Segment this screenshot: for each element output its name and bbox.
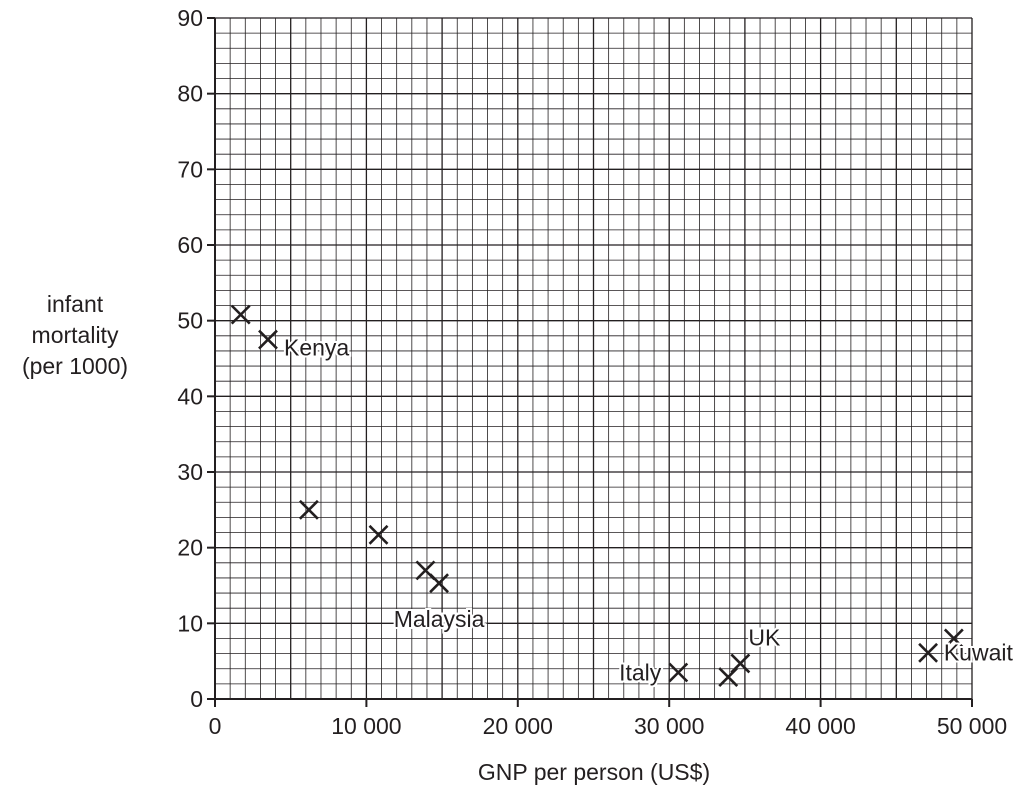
y-axis-label: infant mortality (per 1000) [22, 291, 128, 379]
data-point-marker [668, 662, 689, 683]
marker-stroke [415, 560, 436, 581]
data-point-marker [258, 329, 278, 350]
point-label: UK [748, 624, 781, 650]
marker-stroke [258, 329, 278, 350]
y-tick-label: 40 [177, 383, 203, 409]
y-tick-label: 20 [177, 535, 203, 561]
x-axis-label: GNP per person (US$) [478, 759, 710, 785]
axes [207, 17, 973, 707]
point-label: Kuwait [944, 639, 1014, 665]
x-tick-label: 30 000 [634, 713, 704, 739]
data-point-marker [918, 642, 939, 663]
y-tick-label: 50 [177, 308, 203, 334]
marker-stroke [943, 628, 964, 649]
point-label: Italy [619, 660, 662, 686]
y-tick-label: 70 [177, 156, 203, 182]
marker-stroke [429, 573, 449, 594]
data-point-marker [368, 524, 389, 545]
x-tick-label: 20 000 [483, 713, 553, 739]
marker-stroke [918, 642, 939, 663]
y-axis-label-line: mortality [32, 322, 119, 348]
data-point-marker [298, 499, 319, 520]
y-tick-label: 60 [177, 232, 203, 258]
y-tick-label: 10 [177, 610, 203, 636]
point-label: Malaysia [394, 606, 485, 632]
marker-stroke [730, 653, 751, 674]
y-tick-label: 90 [177, 5, 203, 31]
x-tick-label: 40 000 [785, 713, 855, 739]
y-axis-label-line: infant [47, 291, 104, 317]
x-tick-label: 10 000 [331, 713, 401, 739]
point-labels: Kenya Malaysia Italy UK Kuwait [282, 333, 1015, 688]
y-tick-label: 30 [177, 459, 203, 485]
data-point-marker [730, 653, 751, 674]
marker-stroke [668, 662, 689, 683]
data-point-marker [429, 573, 449, 594]
data-markers [230, 304, 964, 687]
major-grid [215, 17, 973, 699]
marker-stroke [368, 524, 389, 545]
data-point-marker [230, 304, 251, 325]
x-tick-labels: 0 10 000 20 000 30 000 40 000 50 000 [209, 713, 1008, 739]
x-tick-label: 0 [209, 713, 222, 739]
marker-stroke [230, 304, 251, 325]
point-label: Kenya [284, 335, 349, 361]
marker-stroke [298, 499, 319, 520]
y-tick-labels: 0 10 20 30 40 50 60 70 80 90 [177, 5, 203, 712]
y-tick-label: 0 [190, 686, 203, 712]
y-tick-label: 80 [177, 81, 203, 107]
x-tick-label: 50 000 [937, 713, 1007, 739]
y-axis-label-line: (per 1000) [22, 353, 128, 379]
data-point-marker [943, 628, 964, 649]
